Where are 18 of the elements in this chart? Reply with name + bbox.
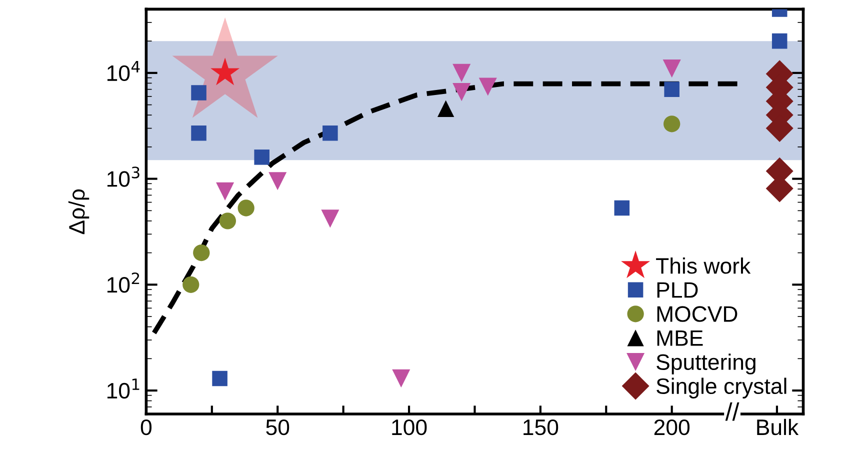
y-axis-title: Δρ/ρ xyxy=(68,189,90,234)
x-tick-label: Bulk xyxy=(757,418,799,436)
y-tick-label: 10$^{1}$ xyxy=(107,378,140,399)
legend-label: MBE xyxy=(657,330,703,346)
x-tick-label: 50 xyxy=(266,419,290,436)
annotation: // xyxy=(725,402,740,421)
y-tick-label: 10$^{4}$ xyxy=(107,60,140,82)
legend-label: Single crystal xyxy=(656,378,786,398)
legend-label: Sputtering xyxy=(656,354,756,374)
y-tick-label: 10$^{3}$ xyxy=(107,166,140,187)
legend-label: This work xyxy=(656,257,751,274)
y-tick-label: 10$^{2}$ xyxy=(107,272,140,293)
x-tick-label: 200 xyxy=(654,419,690,436)
x-tick-label: 100 xyxy=(392,419,427,436)
x-tick-label: 150 xyxy=(524,419,558,436)
x-tick-label: 0 xyxy=(140,419,152,436)
legend-label: PLD xyxy=(657,282,698,298)
legend-label: MOCVD xyxy=(657,306,738,322)
